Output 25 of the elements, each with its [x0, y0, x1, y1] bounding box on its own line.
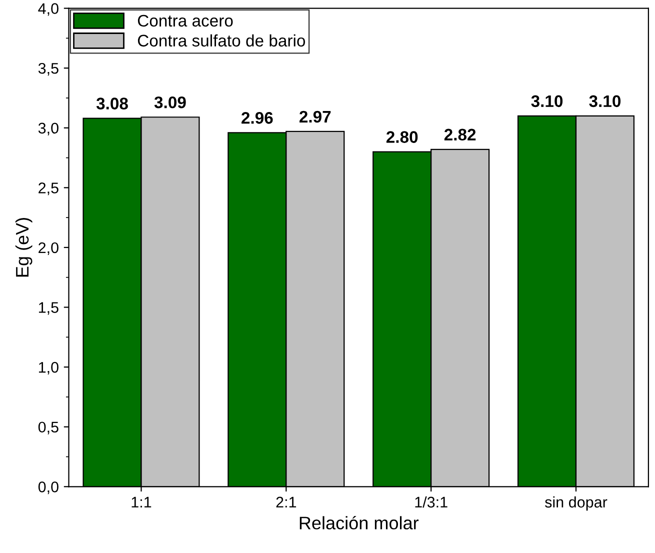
x-axis-title: Relación molar — [300, 516, 419, 530]
legend-label: Contra sulfato de bario — [138, 34, 306, 47]
y-tick-label: 1,5 — [38, 302, 58, 315]
legend-label: Contra acero — [138, 14, 233, 27]
x-tick-label: sin dopar — [544, 496, 608, 511]
data-label: 3.10 — [531, 95, 563, 108]
data-label: 2.82 — [444, 128, 476, 141]
x-tick-label: 2:1 — [276, 496, 296, 508]
data-label: 2.80 — [386, 131, 418, 143]
y-tick-label: 2,0 — [38, 242, 58, 255]
x-tick-label: 1/3:1 — [415, 496, 448, 508]
y-tick-label: 1,0 — [38, 362, 58, 375]
y-tick-label: 2,5 — [38, 182, 58, 196]
data-label: 3.09 — [154, 96, 186, 108]
y-tick-label: 0,5 — [38, 422, 58, 434]
data-label: 2.97 — [300, 110, 331, 123]
x-tick-label: 1:1 — [132, 496, 152, 508]
y-tick-label: 3,5 — [38, 62, 58, 76]
y-tick-label: 4,0 — [38, 3, 58, 16]
data-label: 2.96 — [242, 112, 273, 124]
data-label: 3.08 — [96, 98, 128, 110]
data-label: 3.10 — [589, 95, 621, 108]
y-tick-label: 0,0 — [38, 482, 58, 494]
y-tick-label: 3,0 — [38, 122, 58, 136]
y-axis-title: Eg (eV) — [15, 218, 32, 277]
